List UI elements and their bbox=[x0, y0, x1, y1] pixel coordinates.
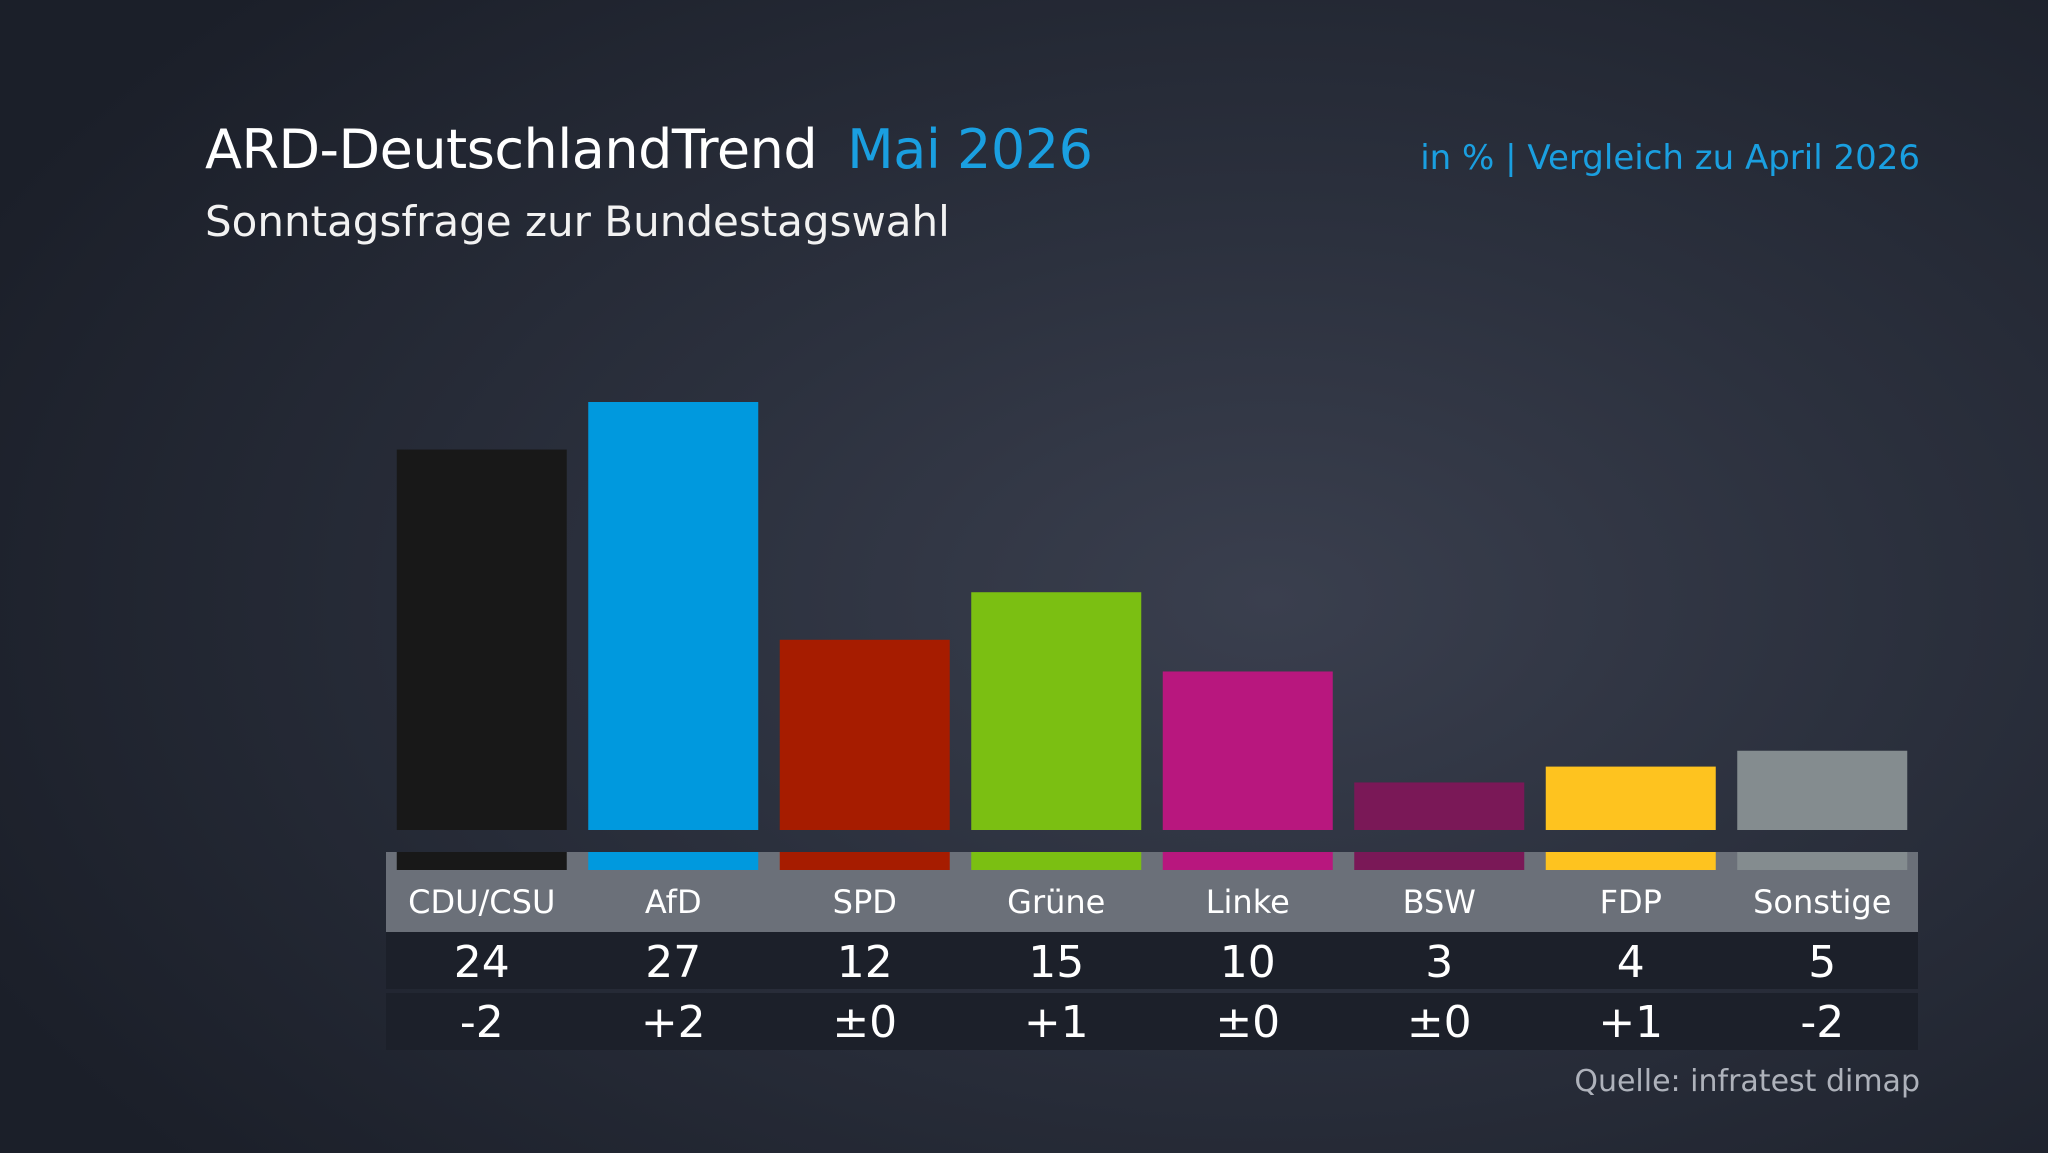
color-strip-fdp bbox=[1545, 852, 1716, 870]
bar-grüne bbox=[971, 592, 1142, 830]
category-label-grüne: Grüne bbox=[1007, 883, 1105, 921]
color-strip-cdu-csu bbox=[396, 852, 567, 870]
color-strip-linke bbox=[1162, 852, 1333, 870]
value-label-grüne: 15 bbox=[1028, 937, 1084, 988]
color-strip-bsw bbox=[1354, 852, 1525, 870]
table-value-row bbox=[386, 932, 1918, 989]
category-label-bsw: BSW bbox=[1403, 883, 1476, 921]
category-label-spd: SPD bbox=[833, 883, 897, 921]
color-strip-afd bbox=[588, 852, 759, 870]
category-label-afd: AfD bbox=[645, 883, 702, 921]
chart-subtitle: Sonntagsfrage zur Bundestagswahl bbox=[205, 197, 950, 246]
value-label-afd: 27 bbox=[645, 937, 701, 988]
change-label-grüne: +1 bbox=[1024, 997, 1089, 1048]
color-strip-spd bbox=[779, 852, 950, 870]
change-label-sonstige: -2 bbox=[1800, 997, 1844, 1048]
title-text: ARD-DeutschlandTrend bbox=[205, 118, 818, 181]
category-label-linke: Linke bbox=[1206, 883, 1290, 921]
bar-cdu-csu bbox=[396, 449, 567, 830]
change-label-cdu-csu: -2 bbox=[460, 997, 504, 1048]
bar-bsw bbox=[1354, 782, 1525, 830]
value-label-linke: 10 bbox=[1220, 937, 1276, 988]
change-label-bsw: ±0 bbox=[1407, 997, 1472, 1048]
change-label-afd: +2 bbox=[641, 997, 706, 1048]
source-note: Quelle: infratest dimap bbox=[1574, 1064, 1920, 1099]
value-label-bsw: 3 bbox=[1425, 937, 1453, 988]
category-label-cdu-csu: CDU/CSU bbox=[408, 883, 555, 921]
value-label-sonstige: 5 bbox=[1808, 937, 1836, 988]
title-date: Mai 2026 bbox=[847, 118, 1093, 181]
value-label-cdu-csu: 24 bbox=[454, 937, 510, 988]
category-label-sonstige: Sonstige bbox=[1753, 883, 1891, 921]
bar-fdp bbox=[1545, 766, 1716, 830]
bar-spd bbox=[779, 639, 950, 830]
change-label-linke: ±0 bbox=[1215, 997, 1280, 1048]
unit-comparison-note: in % | Vergleich zu April 2026 bbox=[1420, 138, 1920, 178]
value-label-spd: 12 bbox=[837, 937, 893, 988]
bar-sonstige bbox=[1737, 750, 1908, 830]
chart-title: ARD-DeutschlandTrend Mai 2026 bbox=[205, 118, 1093, 181]
bar-linke bbox=[1162, 671, 1333, 830]
bar-afd bbox=[588, 402, 759, 830]
color-strip-sonstige bbox=[1737, 852, 1908, 870]
color-strip-grüne bbox=[971, 852, 1142, 870]
value-label-fdp: 4 bbox=[1617, 937, 1645, 988]
change-label-fdp: +1 bbox=[1598, 997, 1663, 1048]
category-label-fdp: FDP bbox=[1600, 883, 1662, 921]
table-change-row bbox=[386, 993, 1918, 1050]
change-label-spd: ±0 bbox=[832, 997, 897, 1048]
